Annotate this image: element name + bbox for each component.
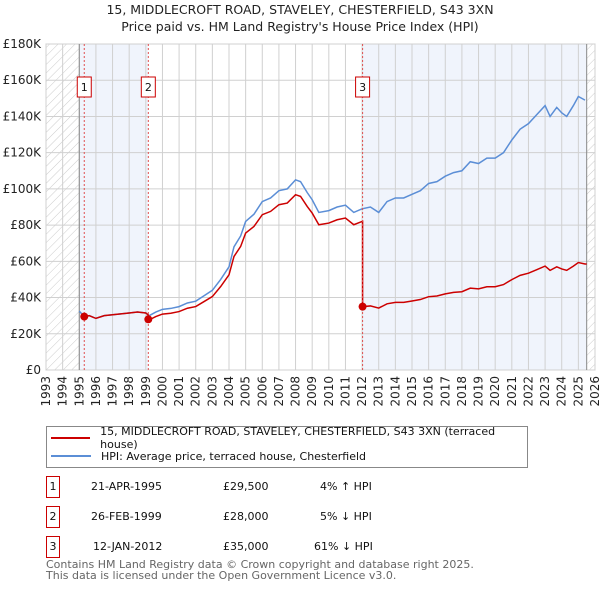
- sale-number-badge: 1: [46, 476, 60, 498]
- property-price-line: [84, 193, 587, 321]
- x-tick-label: 2010: [322, 376, 336, 407]
- sale-date: 12-JAN-2012: [93, 540, 163, 553]
- y-tick-label: £160K: [3, 73, 43, 87]
- x-tick-label: 2019: [472, 376, 486, 407]
- x-tick-label: 2013: [372, 376, 386, 407]
- sale-hpi-diff: 4% ↑ HPI: [320, 480, 372, 493]
- x-tick-label: 2022: [521, 376, 535, 407]
- sale-price: £28,000: [223, 510, 269, 523]
- legend: 15, MIDDLECROFT ROAD, STAVELEY, CHESTERF…: [46, 425, 528, 468]
- y-tick-label: £120K: [3, 146, 43, 160]
- x-tick-label: 2015: [405, 376, 419, 407]
- x-tick-label: 2018: [455, 376, 469, 407]
- x-tick-label: 2023: [538, 376, 552, 407]
- x-tick-label: 1996: [89, 376, 103, 407]
- x-tick-label: 2021: [505, 376, 519, 407]
- x-tick-label: 2017: [438, 376, 452, 407]
- chart-title: 15, MIDDLECROFT ROAD, STAVELEY, CHESTERF…: [106, 2, 494, 17]
- sale-hpi-diff: 5% ↓ HPI: [320, 510, 372, 523]
- y-tick-label: £0: [26, 363, 41, 377]
- x-tick-label: 2002: [189, 376, 203, 407]
- x-tick-label: 2006: [255, 376, 269, 407]
- sale-price: £35,000: [223, 540, 269, 553]
- x-tick-label: 2012: [355, 376, 369, 407]
- chart-subtitle: Price paid vs. HM Land Registry's House …: [121, 19, 479, 34]
- x-tick-label: 2024: [555, 376, 569, 407]
- sale-label-box: [140, 76, 156, 98]
- sale-date: 26-FEB-1999: [91, 510, 162, 523]
- sale-date: 21-APR-1995: [91, 480, 163, 493]
- x-tick-label: 2020: [488, 376, 502, 407]
- y-tick-label: £20K: [10, 327, 42, 341]
- x-tick-label: 1997: [106, 376, 120, 407]
- legend-swatch-red: [51, 437, 91, 439]
- x-tick-label: 2011: [338, 376, 352, 407]
- y-tick-label: £140K: [3, 109, 43, 123]
- legend-label: 15, MIDDLECROFT ROAD, STAVELEY, CHESTERF…: [100, 425, 496, 451]
- legend-swatch-blue: [51, 455, 91, 457]
- x-tick-label: 2004: [222, 376, 236, 407]
- x-tick-label: 2003: [205, 376, 219, 407]
- x-tick-label: 1998: [122, 376, 136, 407]
- y-tick-label: £80K: [10, 218, 42, 232]
- sale-number-badge: 2: [46, 506, 60, 528]
- sale-hpi-diff: 61% ↓ HPI: [314, 540, 373, 553]
- x-tick-label: 2008: [289, 376, 303, 407]
- legend-label: HPI: Average price, terraced house, Ches…: [101, 449, 367, 463]
- sale-label-box: [355, 76, 371, 98]
- footer-copyright: Contains HM Land Registry data © Crown c…: [46, 558, 474, 571]
- sale-label: 1: [81, 81, 88, 94]
- sale-label: 2: [145, 81, 152, 94]
- sale-point: [144, 315, 153, 324]
- legend-item-property: 15, MIDDLECROFT ROAD, STAVELEY, CHESTERF…: [51, 425, 527, 451]
- y-tick-label: £100K: [3, 182, 43, 196]
- footer-licence: This data is licensed under the Open Gov…: [46, 569, 397, 582]
- price-chart: £0 £20K £40K £60K £80K £100K £120K £140K £160K £1…: [3, 37, 600, 407]
- sale-label-box: [76, 76, 92, 98]
- x-tick-label: 1994: [56, 376, 70, 407]
- sale-point: [358, 302, 367, 311]
- y-tick-label: £60K: [10, 254, 42, 268]
- x-tick-label: 2026: [588, 376, 600, 407]
- sale-point: [80, 312, 89, 321]
- sale-price: £29,500: [223, 480, 269, 493]
- x-tick-label: 2001: [172, 376, 186, 407]
- x-tick-label: 2005: [239, 376, 253, 407]
- x-tick-label: 2014: [388, 376, 402, 407]
- y-tick-label: £40K: [10, 291, 42, 305]
- x-tick-label: 2000: [155, 376, 169, 407]
- legend-item-hpi: HPI: Average price, terraced house, Ches…: [51, 448, 366, 464]
- shaded-ownership-region: [362, 44, 587, 370]
- x-tick-label: 2016: [422, 376, 436, 407]
- x-tick-label: 1995: [72, 376, 86, 407]
- hpi-line: [78, 95, 586, 320]
- sale-number-badge: 3: [46, 536, 60, 558]
- footer: Contains HM Land Registry data © Crown c…: [46, 559, 474, 581]
- hatched-no-data-region: [586, 44, 595, 370]
- y-tick-label: £180K: [3, 37, 43, 51]
- x-tick-label: 1999: [139, 376, 153, 407]
- x-tick-label: 2009: [305, 376, 319, 407]
- sale-label: 3: [359, 81, 366, 94]
- x-tick-label: 2007: [272, 376, 286, 407]
- x-tick-label: 1993: [39, 376, 53, 407]
- x-tick-label: 2025: [571, 376, 585, 407]
